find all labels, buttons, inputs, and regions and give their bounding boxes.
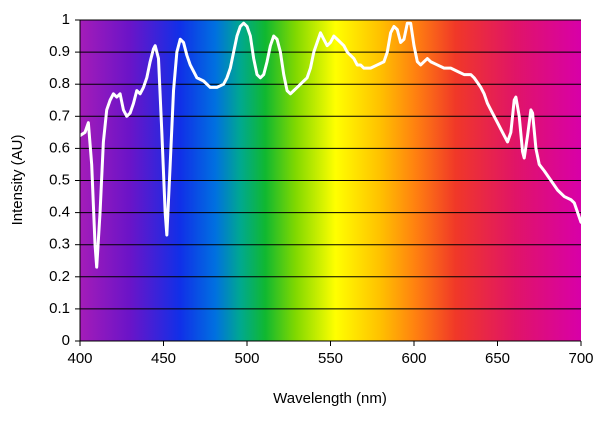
y-tick-label: 0.6	[49, 139, 70, 156]
y-axis-label: Intensity (AU)	[9, 135, 26, 226]
y-tick-label: 0.3	[49, 236, 70, 253]
x-tick-label: 650	[485, 350, 510, 367]
x-tick-label: 500	[234, 350, 259, 367]
marks	[78, 21, 583, 269]
y-tick-label: 0.5	[49, 171, 70, 188]
grid	[80, 19, 581, 342]
x-axis-label: Wavelength (nm)	[273, 390, 387, 407]
x-tick-label: 600	[401, 350, 426, 367]
y-tick-label: 0.2	[49, 268, 70, 285]
y-tick-label: 0.8	[49, 75, 70, 92]
y-tick-label: 0.1	[49, 300, 70, 317]
x-tick-label: 400	[67, 350, 92, 367]
x-tick-label: 550	[318, 350, 343, 367]
y-tick-label: 1	[62, 11, 70, 28]
y-tick-label: 0	[62, 332, 70, 349]
x-tick-label: 700	[568, 350, 593, 367]
y-tick-label: 0.4	[49, 204, 70, 221]
spectrum-line	[78, 21, 583, 269]
y-tick-label: 0.7	[49, 107, 70, 124]
x-tick-label: 450	[151, 350, 176, 367]
y-tick-label: 0.9	[49, 43, 70, 60]
labels: 0 0.1 0.2 0.3 0.4 0.5 0.6 0.7 0.8 0.9 1 400 450 500 55…	[49, 11, 593, 367]
